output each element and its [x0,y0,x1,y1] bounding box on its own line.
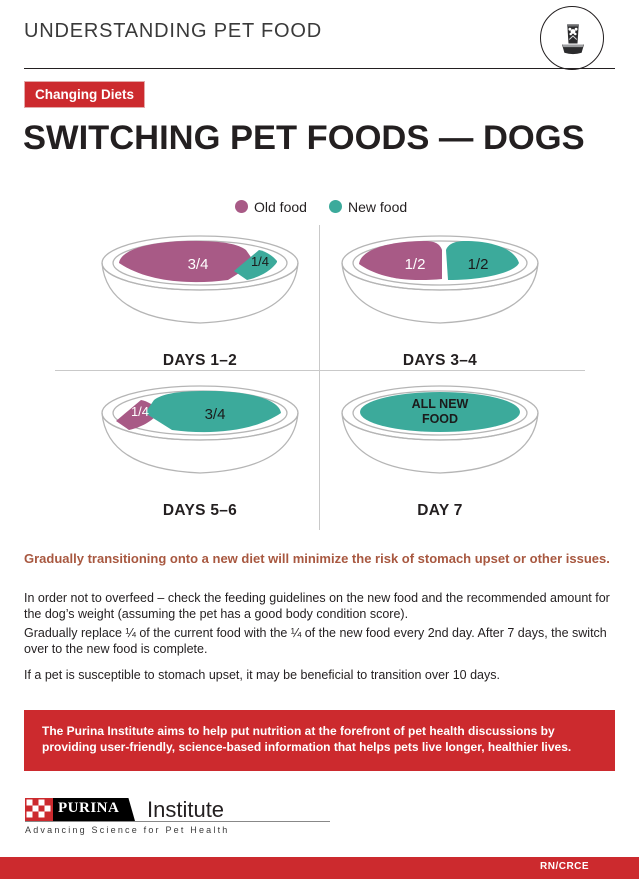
svg-text:1/2: 1/2 [468,256,489,273]
svg-text:3/4: 3/4 [205,406,226,423]
svg-text:FOOD: FOOD [422,412,458,426]
svg-text:ALL NEW: ALL NEW [412,397,469,411]
svg-text:1/4: 1/4 [251,254,269,269]
svg-text:3/4: 3/4 [188,256,209,273]
svg-text:1/2: 1/2 [405,256,426,273]
svg-text:1/4: 1/4 [131,404,149,419]
